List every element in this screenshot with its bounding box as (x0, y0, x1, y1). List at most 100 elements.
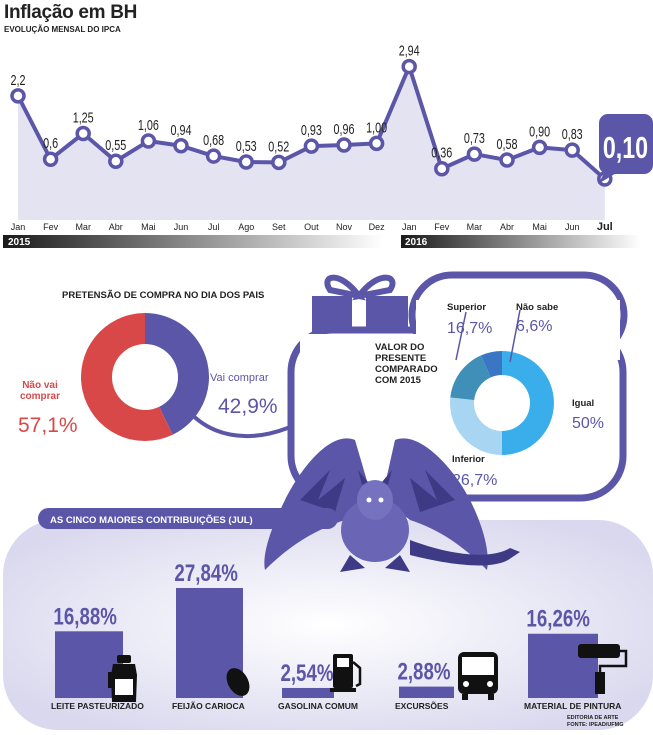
purchase-intention-donut: PRETENSÃO DE COMPRA NO DIA DOS PAIS Vai … (18, 290, 278, 442)
footer-source: FONTE: IPEAD/UFMG (567, 722, 624, 728)
year-label-2016: 2016 (405, 237, 428, 248)
ipca-point-12 (401, 58, 417, 75)
month-label-13: Fev (434, 222, 450, 232)
month-label-1: Fev (43, 222, 59, 232)
bus-icon (458, 652, 498, 700)
last-value-callout: 0,10 (598, 114, 653, 184)
ipca-area-fill (18, 66, 605, 221)
ipca-value-label-12: 2,94 (399, 42, 420, 59)
paint-roller-icon (578, 644, 628, 694)
ipca-value-label-8: 0,52 (268, 138, 289, 155)
bar-label-3: EXCURSÕES (395, 701, 449, 711)
bar-value-1: 27,84% (174, 560, 237, 587)
ipca-point-11 (368, 135, 385, 152)
ipca-value-label-7: 0,53 (236, 137, 257, 154)
month-label-7: Ago (238, 222, 254, 232)
ipca-point-2 (75, 125, 91, 142)
page-subtitle: EVOLUÇÃO MENSAL DO IPCA (4, 25, 121, 34)
ipca-value-label-14: 0,73 (464, 129, 485, 146)
pie2-value-nao-sabe: 6,6% (516, 318, 552, 335)
page-title: Inflação em BH (4, 2, 138, 23)
ipca-line-chart: 2,2 0,6 1,25 0,55 1,06 0,94 0,68 0,53 0,52 0,93 0,… (3, 42, 653, 248)
month-label-18: Jul (597, 221, 613, 233)
month-label-15: Abr (500, 222, 514, 232)
ipca-point-7 (238, 154, 254, 170)
ipca-value-label-13: 0,36 (431, 144, 452, 161)
pie1-value-vai-comprar: 42,9% (218, 395, 278, 418)
bar-value-2: 2,54% (280, 660, 333, 687)
month-label-3: Abr (109, 222, 123, 232)
bar-label-1: FEIJÃO CARIOCA (172, 701, 245, 711)
ipca-value-label-2: 1,25 (73, 109, 94, 126)
ipca-value-label-9: 0,93 (301, 121, 322, 138)
bar-label-2: GASOLINA COMUM (278, 701, 358, 711)
footer-credit: EDITORIA DE ARTE (567, 715, 619, 721)
bar-label-0: LEITE PASTEURIZADO (51, 701, 144, 711)
pie2-slice-inferior (450, 397, 502, 455)
ipca-point-5 (173, 138, 189, 154)
month-label-2: Mar (75, 222, 91, 232)
bar-2 (282, 687, 334, 698)
dragon-icon (264, 438, 520, 572)
month-label-10: Nov (336, 222, 353, 232)
ipca-value-label-10: 0,96 (334, 120, 355, 137)
pie1-value-nao-vai-comprar: 57,1% (18, 414, 78, 437)
milk-can-icon (108, 655, 137, 702)
gas-pump-icon (330, 654, 362, 692)
bar-value-3: 2,88% (397, 658, 450, 685)
pie2-title-line1: VALOR DO PRESENTE COMPARADO COM 2015 (375, 342, 438, 386)
bean-icon (226, 668, 250, 696)
pie2-label-igual: Igual (572, 398, 594, 409)
pie2-label-nao-sabe: Não sabe (516, 302, 558, 313)
last-value-callout-label: 0,10 (603, 130, 648, 165)
ipca-point-4 (140, 133, 157, 149)
month-label-8: Set (272, 222, 286, 232)
month-label-0: Jan (11, 222, 26, 232)
ipca-value-label-11: 1,00 (366, 119, 387, 136)
pie2-slice-igual (502, 351, 554, 455)
month-label-16: Mai (532, 222, 547, 232)
ipca-value-label-15: 0,58 (497, 135, 518, 152)
ipca-point-10 (336, 137, 352, 153)
pie1-title: PRETENSÃO DE COMPRA NO DIA DOS PAIS (62, 290, 264, 301)
year-label-2015: 2015 (8, 237, 31, 248)
contrib-title: AS CINCO MAIORES CONTRIBUIÇÕES (JUL) (50, 515, 253, 526)
pie2-value-igual: 50% (572, 415, 604, 432)
month-label-4: Mai (141, 222, 156, 232)
ipca-point-16 (531, 139, 548, 156)
month-label-5: Jun (174, 222, 189, 232)
ipca-point-3 (108, 153, 124, 169)
bar-value-0: 16,88% (53, 603, 116, 630)
pie2-value-inferior: 26,7% (452, 472, 497, 489)
ipca-value-label-16: 0,90 (529, 123, 550, 140)
ipca-point-14 (466, 146, 483, 162)
bar-3 (399, 686, 454, 698)
ipca-value-label-0: 2,2 (11, 71, 26, 88)
ipca-value-label-5: 0,94 (171, 121, 192, 138)
bar-value-4: 16,26% (526, 606, 589, 633)
ipca-point-9 (303, 138, 320, 154)
month-label-17: Jun (565, 222, 580, 232)
pie2-value-superior: 16,7% (447, 320, 492, 337)
pie1-label-nao-vai-comprar: Não vai comprar (20, 380, 60, 402)
pie1-slice-nao-vai-comprar (81, 313, 173, 442)
bar-label-4: MATERIAL DE PINTURA (524, 701, 621, 711)
ipca-value-label-1: 0,6 (43, 134, 58, 151)
pie2-slice-superior (450, 355, 491, 401)
contrib-title-bar (38, 508, 338, 529)
pie2-label-superior: Superior (447, 302, 486, 313)
year-bar-2015 (3, 235, 383, 248)
ipca-point-0 (10, 88, 26, 104)
ipca-point-15 (499, 152, 515, 168)
ipca-point-13 (434, 160, 450, 177)
pie2-slice-nao-sabe (481, 351, 502, 378)
gift-value-donut: Superior 16,7% Não sabe 6,6% Igual 50% I… (447, 302, 604, 489)
month-label-9: Out (304, 222, 319, 232)
ipca-point-8 (271, 154, 287, 171)
ipca-value-label-3: 0,55 (105, 136, 126, 153)
pie1-label-vai-comprar: Vai comprar (210, 372, 269, 384)
ipca-point-17 (564, 142, 580, 158)
pie2-label-inferior: Inferior (452, 454, 485, 465)
month-label-6: Jul (208, 222, 220, 232)
